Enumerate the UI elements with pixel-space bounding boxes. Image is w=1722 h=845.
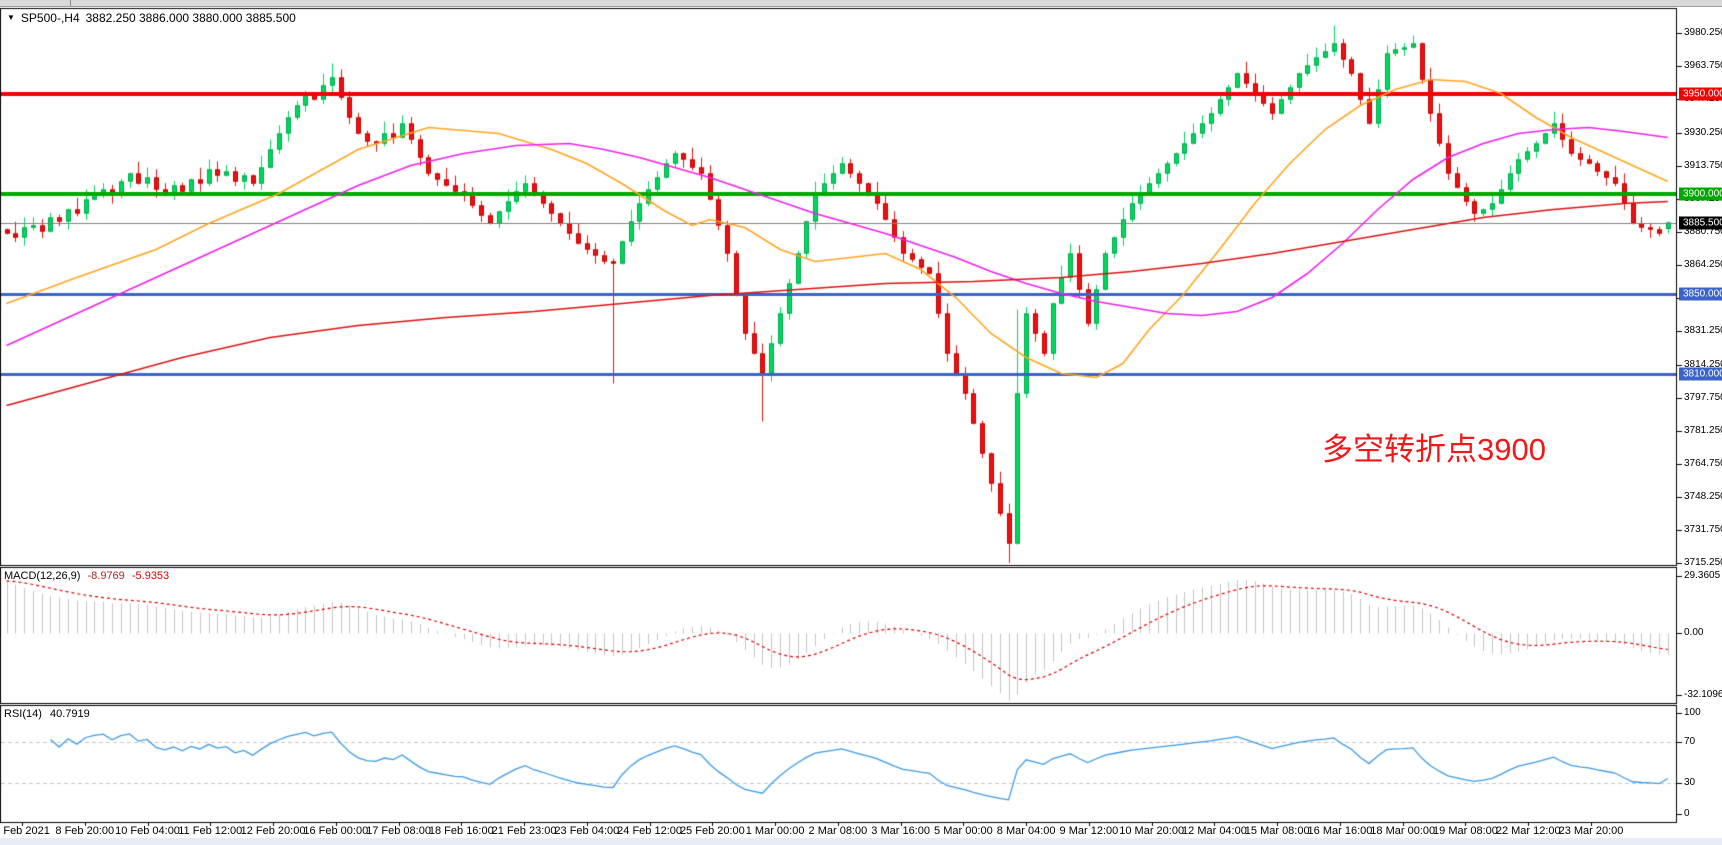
macd-main-value: -8.9769 bbox=[87, 570, 125, 582]
price-tick-label: 3831.250 bbox=[1684, 325, 1722, 336]
time-axis-label: 5 Mar 00:00 bbox=[934, 825, 993, 837]
time-axis-label: 21 Feb 23:00 bbox=[491, 825, 557, 837]
price-badge: 3885.500 bbox=[1679, 216, 1722, 229]
window-top-strip bbox=[0, 0, 1722, 7]
price-tick-label: 3864.250 bbox=[1684, 259, 1722, 270]
bottom-strip bbox=[0, 838, 1722, 845]
time-axis-label: 24 Feb 12:00 bbox=[617, 825, 683, 837]
time-axis-label: 23 Feb 04:00 bbox=[554, 825, 620, 837]
time-axis-label: 10 Mar 20:00 bbox=[1119, 825, 1185, 837]
toolbar-divider bbox=[70, 0, 71, 6]
macd-name: MACD(12,26,9) bbox=[4, 570, 81, 582]
price-tick-label: 3980.250 bbox=[1684, 27, 1722, 38]
macd-indicator-label: MACD(12,26,9) -8.9769 -5.9353 bbox=[4, 570, 169, 582]
time-axis-label: 11 Feb 12:00 bbox=[178, 825, 243, 837]
symbol-dropdown-icon[interactable]: ▼ bbox=[7, 13, 15, 22]
price-tick-label: 3764.750 bbox=[1684, 458, 1722, 469]
rsi-indicator-label: RSI(14) 40.7919 bbox=[4, 708, 90, 720]
time-axis-label: 22 Mar 12:00 bbox=[1495, 825, 1561, 837]
macd-axis-label: 29.3605 bbox=[1684, 570, 1721, 582]
chart-header: ▼ SP500-,H4 3882.250 3886.000 3880.000 3… bbox=[7, 11, 296, 25]
time-axis-label: 15 Mar 08:00 bbox=[1244, 825, 1310, 837]
rsi-value: 40.7919 bbox=[49, 708, 90, 720]
macd-axis-label: -32.1096 bbox=[1684, 689, 1722, 701]
time-axis-label: 16 Feb 00:00 bbox=[303, 825, 369, 837]
price-tick-label: 3731.750 bbox=[1684, 524, 1722, 535]
time-axis-label: 9 Mar 12:00 bbox=[1059, 825, 1119, 837]
time-axis-label: 8 Mar 04:00 bbox=[996, 825, 1056, 837]
rsi-axis-label: 100 bbox=[1684, 707, 1701, 718]
time-axis-label: 10 Feb 04:00 bbox=[115, 825, 180, 837]
price-tick-label: 3880.750 bbox=[1684, 226, 1722, 237]
rsi-axis-label: 70 bbox=[1684, 735, 1696, 747]
time-axis-label: 23 Mar 20:00 bbox=[1558, 825, 1624, 837]
price-tick-label: 3748.250 bbox=[1684, 491, 1722, 502]
price-tick-label: 3797.750 bbox=[1684, 392, 1722, 403]
price-badge: 3900.000 bbox=[1679, 187, 1722, 200]
macd-axis-label: 0.00 bbox=[1684, 627, 1704, 638]
price-tick-label: 3930.250 bbox=[1684, 127, 1722, 138]
price-badge: 3850.000 bbox=[1679, 287, 1722, 300]
time-axis-label: 18 Feb 16:00 bbox=[428, 825, 494, 837]
time-axis-label: 18 Mar 00:00 bbox=[1370, 825, 1436, 837]
time-axis-label: 25 Feb 20:00 bbox=[679, 825, 745, 837]
time-axis-label: 12 Mar 04:00 bbox=[1182, 825, 1247, 837]
time-axis-label: 5 Feb 2021 bbox=[0, 825, 50, 837]
trend-annotation: 多空转折点3900 bbox=[1322, 432, 1546, 467]
time-axis-label: 2 Mar 08:00 bbox=[808, 825, 868, 837]
time-axis-label: 3 Mar 16:00 bbox=[871, 825, 930, 837]
time-axis-label: 16 Mar 16:00 bbox=[1307, 825, 1373, 837]
time-axis-label: 19 Mar 08:00 bbox=[1433, 825, 1498, 837]
price-badge: 3810.000 bbox=[1679, 367, 1722, 380]
price-tick-label: 3814.250 bbox=[1684, 359, 1722, 370]
price-tick-label: 3913.750 bbox=[1684, 160, 1722, 171]
rsi-axis-label: 30 bbox=[1684, 777, 1696, 789]
time-axis-label: 12 Feb 20:00 bbox=[240, 825, 306, 837]
time-axis-label: 1 Mar 00:00 bbox=[745, 825, 805, 837]
macd-signal-value: -5.9353 bbox=[131, 570, 170, 582]
chart-ohlc-label: 3882.250 3886.000 3880.000 3885.500 bbox=[85, 11, 296, 25]
rsi-name: RSI(14) bbox=[4, 708, 42, 720]
time-axis-label: 8 Feb 20:00 bbox=[55, 825, 115, 837]
rsi-axis-label: 0 bbox=[1684, 808, 1690, 819]
symbol-timeframe-label: SP500-,H4 bbox=[20, 11, 80, 25]
price-badge: 3950.000 bbox=[1679, 87, 1722, 100]
price-tick-label: 3781.250 bbox=[1684, 425, 1722, 436]
time-axis-label: 17 Feb 08:00 bbox=[366, 825, 431, 837]
price-tick-label: 3715.250 bbox=[1684, 557, 1722, 568]
price-tick-label: 3963.750 bbox=[1684, 60, 1722, 71]
